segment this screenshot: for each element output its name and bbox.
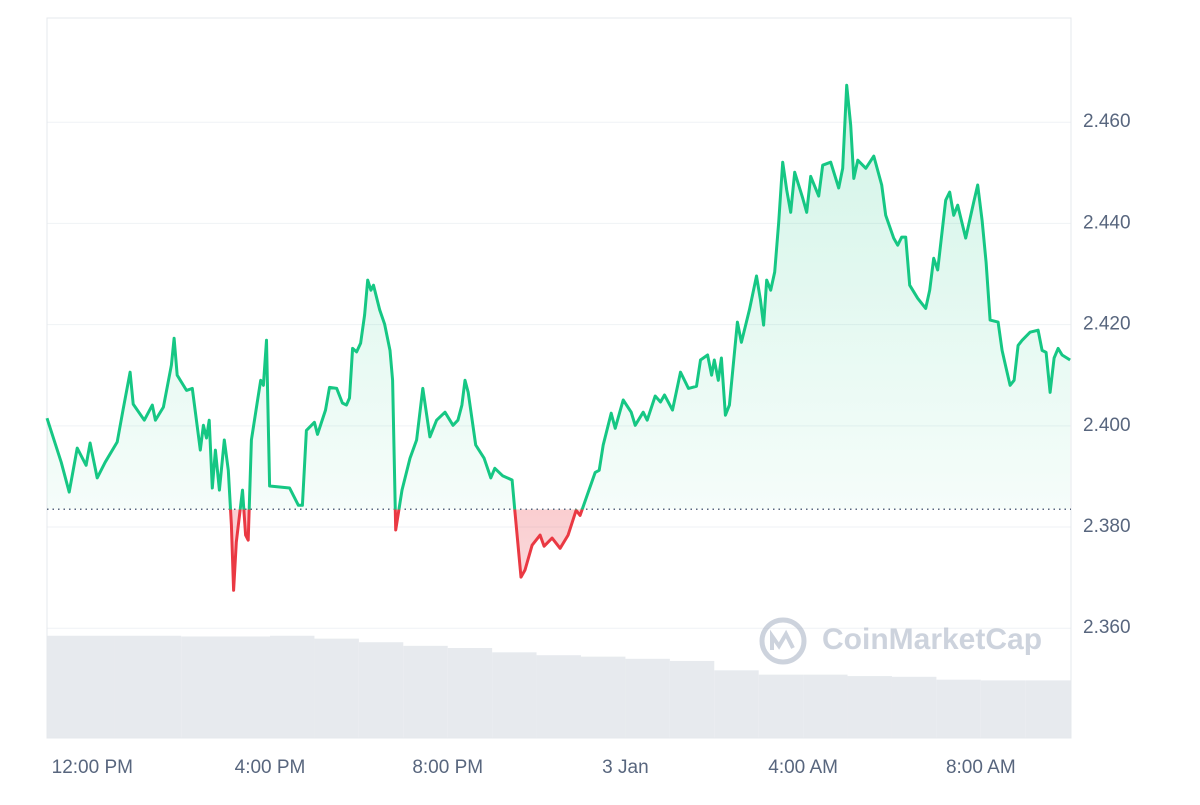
x-tick-label: 8:00 AM bbox=[946, 757, 1016, 778]
watermark-logo bbox=[759, 617, 807, 665]
volume-bar bbox=[625, 658, 670, 738]
price-line bbox=[45, 83, 1071, 592]
volume-bar bbox=[936, 679, 981, 738]
x-tick-label: 4:00 PM bbox=[235, 757, 306, 778]
volume-bar bbox=[270, 635, 315, 738]
y-tick-label: 2.460 bbox=[1083, 111, 1131, 132]
volume-bar bbox=[358, 642, 404, 738]
watermark: CoinMarketCap bbox=[759, 617, 1042, 665]
volume-bar bbox=[1025, 680, 1071, 738]
volume-bar bbox=[980, 680, 1026, 738]
volume-bar bbox=[714, 670, 759, 738]
x-tick-label: 4:00 AM bbox=[768, 757, 838, 778]
watermark-logo-mark bbox=[770, 629, 795, 650]
price-area bbox=[47, 85, 1071, 591]
x-tick-label: 3 Jan bbox=[602, 757, 648, 778]
volume-bar bbox=[492, 652, 537, 738]
x-tick-label: 12:00 PM bbox=[52, 757, 133, 778]
volume-bar bbox=[847, 676, 892, 738]
volume-bar bbox=[891, 676, 937, 738]
volume-bar bbox=[47, 635, 115, 738]
y-tick-label: 2.380 bbox=[1083, 516, 1131, 537]
volume-bar bbox=[403, 645, 448, 738]
volume-bar bbox=[536, 655, 581, 738]
y-tick-label: 2.360 bbox=[1083, 617, 1131, 638]
y-tick-label: 2.440 bbox=[1083, 212, 1131, 233]
plot-frame bbox=[46, 17, 1072, 739]
watermark-text: CoinMarketCap bbox=[822, 623, 1042, 656]
volume-bar bbox=[181, 636, 271, 738]
volume-bar bbox=[580, 656, 626, 738]
volume-bar bbox=[447, 648, 493, 738]
x-tick-label: 8:00 PM bbox=[412, 757, 483, 778]
volume-bar bbox=[803, 674, 848, 738]
volume-bar bbox=[114, 635, 182, 738]
volume-bar bbox=[758, 674, 804, 738]
y-tick-label: 2.400 bbox=[1083, 415, 1131, 436]
volume-bar bbox=[314, 638, 359, 738]
volume-bar bbox=[669, 660, 715, 738]
y-tick-label: 2.420 bbox=[1083, 314, 1131, 335]
